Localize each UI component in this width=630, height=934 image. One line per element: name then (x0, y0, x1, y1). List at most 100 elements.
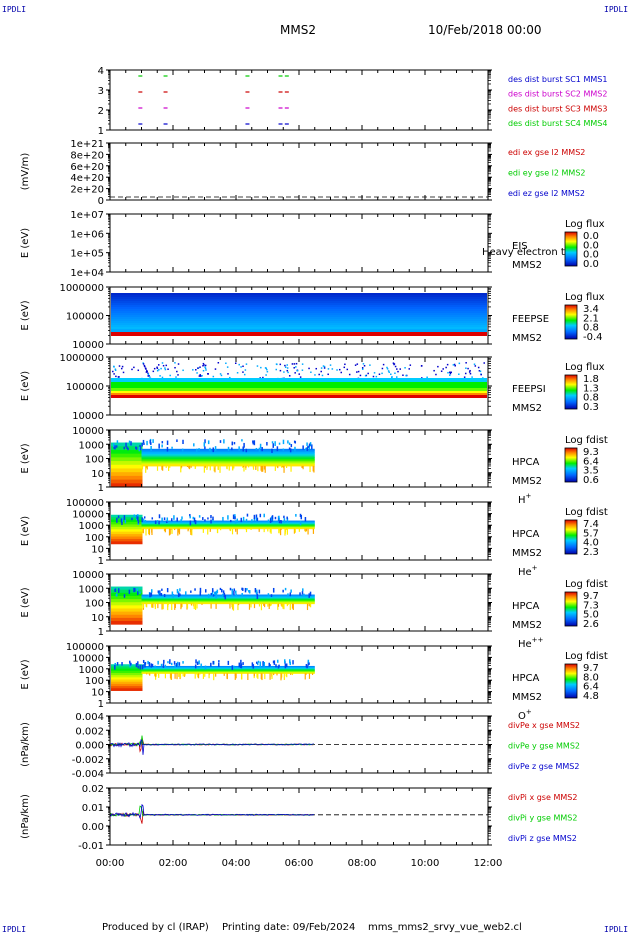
feepsi-pixel (327, 373, 329, 376)
hpca-fringe-pixel (209, 528, 211, 532)
feepsi-pixel (197, 367, 199, 369)
hpca-fringe-pixel (250, 528, 252, 530)
hpca-fringe-pixel (166, 517, 169, 522)
hpca-fringe-pixel (141, 517, 143, 523)
hpca-fringe-pixel (264, 673, 266, 680)
panel-edi-y-tick-label: 2e+20 (70, 185, 104, 196)
feepsi-pixel (148, 376, 151, 378)
feepsi-pixel (217, 362, 220, 364)
panel-divpe-series-line (109, 739, 315, 755)
feepsi-pixel (395, 376, 398, 378)
feepsi-pixel (260, 366, 262, 369)
panel-feepsi-colorbar-tick: 1.8 (583, 374, 599, 385)
panel-hpca-hepp-y-tick-label: 10 (91, 613, 104, 624)
hpca-fringe-pixel (243, 442, 245, 448)
hpca-band-cell (141, 600, 315, 603)
hpca-band-cell (141, 527, 315, 530)
feepsi-pixel (199, 366, 201, 368)
hpca-fringe-pixel (237, 603, 239, 611)
panel-feepsi-colorbar-title: Log flux (565, 362, 605, 373)
hpca-fringe-pixel (148, 673, 150, 675)
panel-hpca-he-colorbar-tick: 4.0 (583, 538, 599, 549)
hpca-fringe-pixel (286, 673, 288, 678)
hpca-pre-onset-cell (111, 464, 143, 469)
hpca-fringe-pixel (192, 516, 195, 520)
hpca-fringe-pixel (147, 660, 149, 665)
feepsi-pixel (121, 365, 124, 368)
hpca-fringe-pixel (176, 439, 178, 442)
hpca-fringe-pixel (229, 587, 232, 591)
feepsi-pixel (397, 370, 399, 373)
feepsi-pixel (198, 375, 201, 377)
hpca-fringe-pixel (199, 591, 202, 596)
hpca-fringe-pixel (129, 662, 132, 666)
hpca-fringe-pixel (269, 603, 271, 607)
hpca-fringe-pixel (235, 593, 237, 597)
hpca-fringe-pixel (212, 594, 215, 597)
hpca-fringe-pixel (147, 594, 150, 597)
panel-hpca-o-species-charge: + (526, 708, 532, 716)
feepsi-pixel (143, 364, 146, 367)
hpca-fringe-pixel (174, 603, 176, 610)
feepsi-pixel (474, 365, 477, 367)
feepsi-pixel (242, 371, 244, 373)
feepsi-pixel (114, 368, 117, 370)
feepsi-pixel (165, 364, 168, 367)
feepsi-pixel (286, 367, 289, 369)
hpca-fringe-pixel (301, 465, 303, 468)
hpca-band-cell (141, 668, 315, 671)
hpca-fringe-pixel (148, 662, 151, 667)
hpca-fringe-pixel (143, 516, 146, 519)
hpca-fringe-pixel (170, 518, 173, 522)
hpca-fringe-pixel (164, 528, 166, 533)
hpca-fringe-pixel (169, 465, 171, 468)
hpca-fringe-pixel (238, 446, 240, 451)
hpca-fringe-pixel (214, 591, 216, 596)
panel-divpe-y-tick-label: 0.002 (75, 726, 104, 737)
hpca-fringe-pixel (255, 589, 258, 594)
feepsi-pixel (146, 370, 148, 372)
feepsi-pixel (266, 370, 269, 373)
feepsi-pixel (202, 364, 204, 367)
hpca-pre-onset-cell (111, 586, 143, 591)
panel-burst-y-tick-label: 2 (98, 106, 104, 117)
hpca-fringe-pixel (168, 465, 170, 471)
feepsi-pixel (338, 368, 341, 371)
hpca-fringe-pixel (286, 528, 289, 535)
hpca-pre-onset-cell (111, 672, 143, 676)
hpca-fringe-pixel (135, 446, 137, 449)
hpca-fringe-pixel (190, 465, 192, 468)
hpca-fringe-pixel (150, 442, 152, 445)
panel-feepse-y-axis-label: E (eV) (20, 300, 31, 330)
hpca-fringe-pixel (261, 673, 263, 681)
hpca-fringe-pixel (304, 517, 307, 522)
feepsi-pixel (396, 368, 398, 370)
hpca-fringe-pixel (181, 448, 184, 452)
panel-divpi-y-axis-label: (nPa/km) (20, 794, 31, 839)
hpca-fringe-pixel (235, 528, 237, 532)
feepsi-pixel (318, 373, 320, 376)
hpca-fringe-pixel (234, 673, 236, 677)
hpca-band-cell (141, 526, 315, 528)
hpca-fringe-pixel (144, 519, 147, 523)
hpca-fringe-pixel (286, 465, 288, 468)
panel-eis-colorbar-title: Log flux (565, 219, 605, 230)
panel-eis-y-tick-label: 1e+06 (70, 229, 104, 240)
hpca-fringe-pixel (263, 603, 265, 606)
corner-label-top-right: IPDLI (604, 5, 628, 14)
hpca-pre-onset-cell (111, 592, 143, 597)
hpca-fringe-pixel (121, 517, 124, 522)
feepsi-pixel (362, 363, 365, 365)
hpca-fringe-pixel (306, 603, 309, 611)
hpca-fringe-pixel (306, 442, 308, 446)
hpca-fringe-pixel (280, 519, 282, 522)
hpca-fringe-pixel (207, 440, 210, 445)
panel-edi-y-tick-label: 6e+20 (70, 162, 104, 173)
panel-eis-instrument-label: EIS (512, 241, 528, 252)
hpca-fringe-pixel (260, 603, 263, 611)
hpca-fringe-pixel (139, 444, 141, 450)
hpca-fringe-pixel (168, 528, 171, 536)
hpca-fringe-pixel (210, 515, 212, 519)
hpca-fringe-pixel (229, 528, 232, 532)
